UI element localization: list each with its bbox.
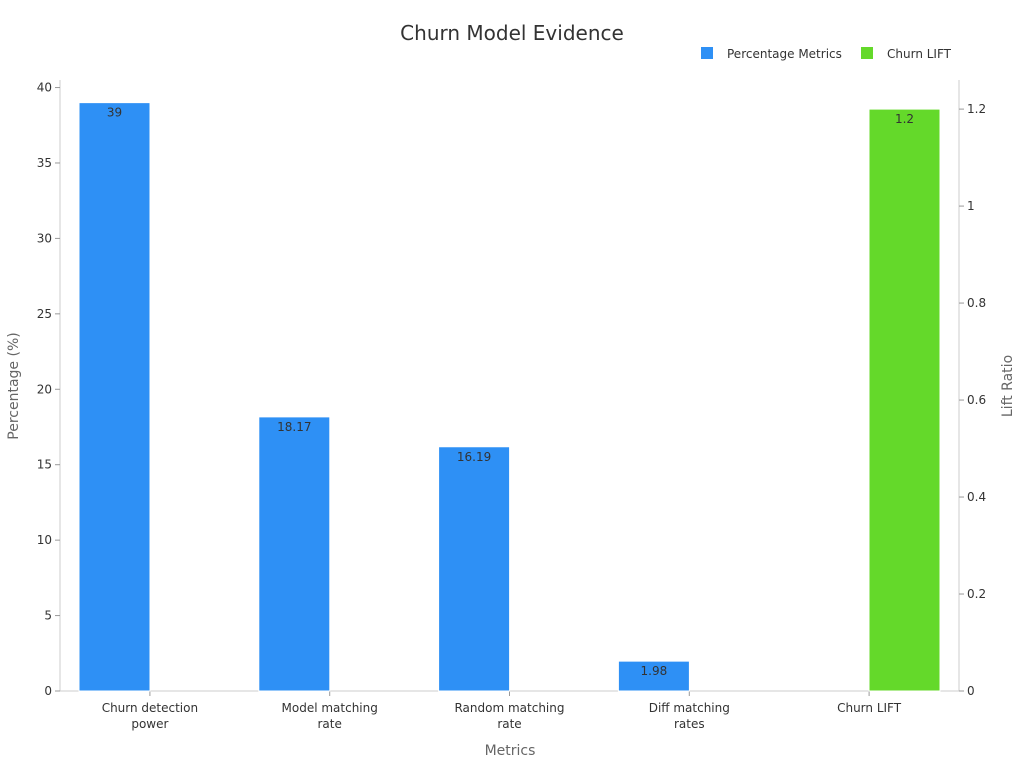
data-label: 18.17 xyxy=(277,420,311,434)
y-axis-left-title: Percentage (%) xyxy=(6,332,22,439)
bar-percentage[interactable] xyxy=(617,660,690,692)
y-right-tick-label: 0.4 xyxy=(967,490,986,504)
x-tick-label: Model matching rate xyxy=(282,701,378,731)
y-right-tick-label: 1 xyxy=(967,199,975,213)
x-tick-label: Churn LIFT xyxy=(837,701,902,715)
x-tick-label: Random matching rate xyxy=(454,701,564,731)
bar-percentage[interactable] xyxy=(258,416,331,692)
y-left-tick-label: 10 xyxy=(37,533,52,547)
data-label: 39 xyxy=(107,106,122,120)
y-left-tick-label: 5 xyxy=(44,609,52,623)
x-tick-label: Churn detection power xyxy=(102,701,198,731)
y-left-tick-label: 15 xyxy=(37,458,52,472)
legend-label-1: Churn LIFT xyxy=(887,47,952,61)
legend-swatch-0 xyxy=(701,47,713,59)
bar-percentage[interactable] xyxy=(78,102,151,692)
x-tick-label: Diff matching rates xyxy=(649,701,730,731)
y-axis-right-title: Lift Ratio xyxy=(1000,355,1016,417)
y-left-tick-label: 20 xyxy=(37,382,52,396)
data-label: 16.19 xyxy=(457,450,491,464)
y-left-tick-label: 35 xyxy=(37,156,52,170)
y-right-tick-label: 0.6 xyxy=(967,393,986,407)
bar-churn-lift[interactable] xyxy=(868,108,941,692)
x-axis-title: Metrics xyxy=(485,743,536,759)
legend-swatch-1 xyxy=(861,47,873,59)
plot-area: 0 5 10 15 20 25 30 35 40 0 0.2 0.4 0.6 0.8 1 1.2 Churn d… xyxy=(37,80,986,731)
y-left-tick-label: 25 xyxy=(37,307,52,321)
y-right-tick-label: 1.2 xyxy=(967,102,986,116)
chart-title: Churn Model Evidence xyxy=(400,21,624,45)
legend: Percentage Metrics Churn LIFT xyxy=(701,47,952,61)
y-left-tick-label: 0 xyxy=(44,684,52,698)
y-left-tick-label: 30 xyxy=(37,231,52,245)
y-left-tick-label: 40 xyxy=(37,81,52,95)
data-label: 1.98 xyxy=(641,664,668,678)
bar-percentage[interactable] xyxy=(438,446,511,692)
legend-label-0: Percentage Metrics xyxy=(727,47,842,61)
y-right-tick-label: 0.2 xyxy=(967,587,986,601)
y-right-tick-label: 0.8 xyxy=(967,296,986,310)
data-label: 1.2 xyxy=(895,112,914,126)
y-right-tick-label: 0 xyxy=(967,684,975,698)
